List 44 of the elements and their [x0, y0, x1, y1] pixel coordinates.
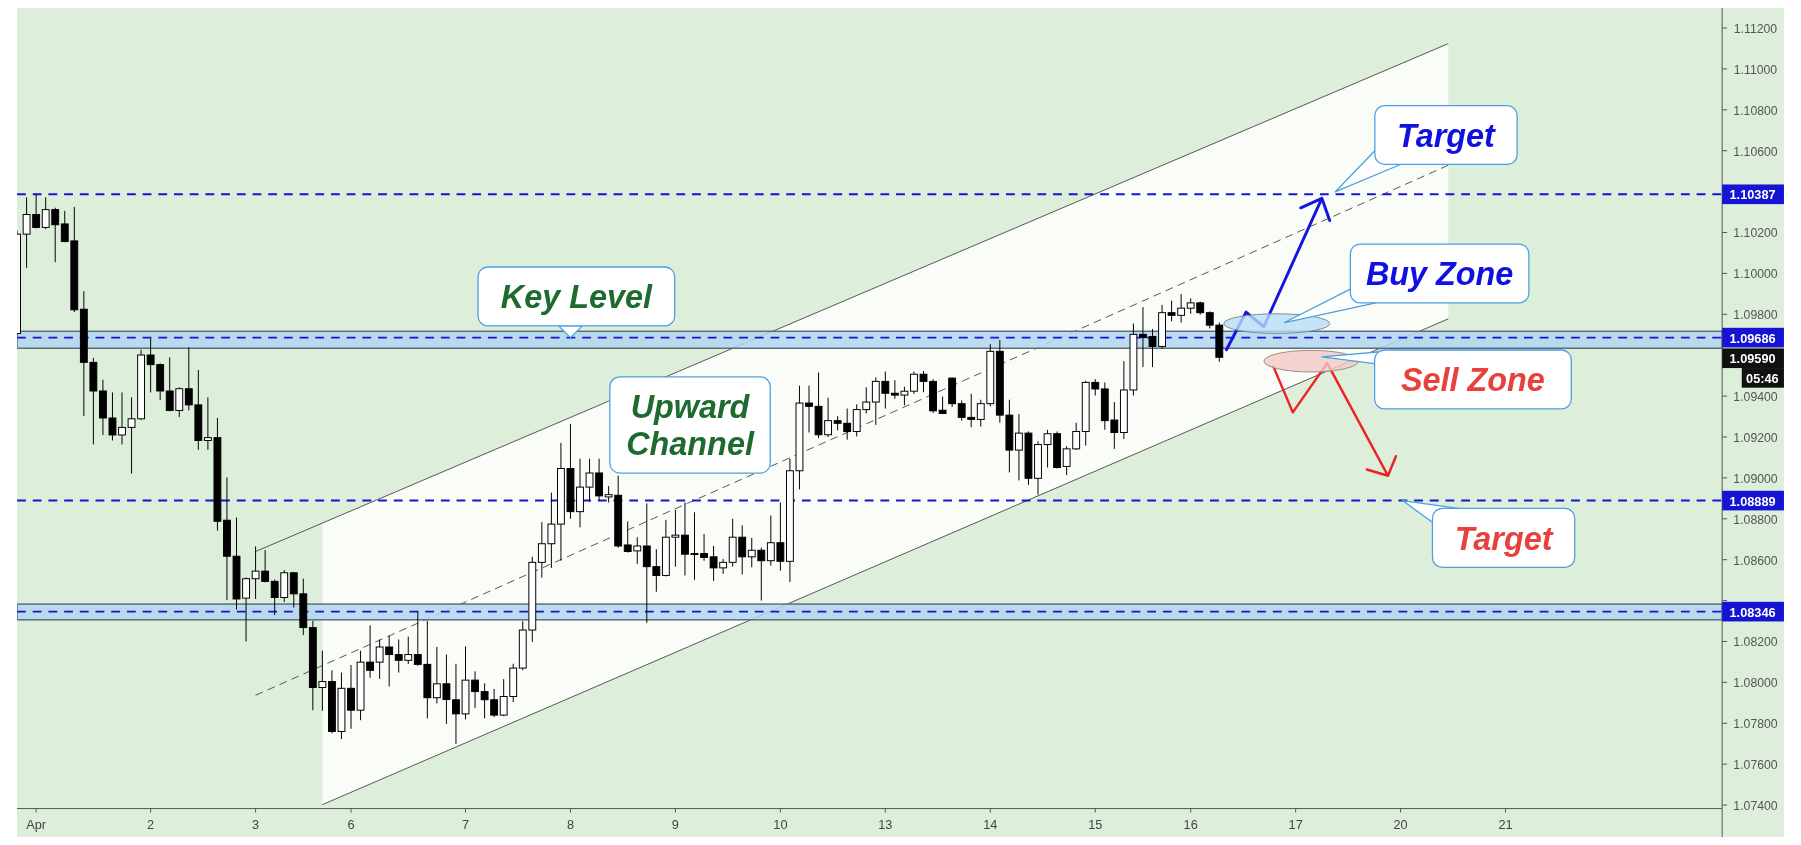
annotation: Target — [1397, 117, 1497, 154]
y-tick-label: 1.09800 — [1733, 308, 1778, 323]
x-tick-label: 6 — [347, 817, 355, 833]
x-tick-label: 17 — [1288, 817, 1303, 833]
y-tick-label: 1.10800 — [1733, 103, 1778, 118]
text: 05:46 — [1746, 370, 1779, 386]
x-tick-label: 10 — [773, 817, 788, 833]
x-tick-label: 13 — [878, 817, 893, 833]
x-tick-label: 8 — [566, 817, 575, 833]
x-tick-label: 16 — [1183, 817, 1198, 833]
annotation: Buy Zone — [1365, 256, 1514, 293]
ref-line-label: 1.08346 — [1729, 604, 1776, 620]
y-tick-label: 1.10200 — [1733, 226, 1778, 241]
y-tick-label: 1.11000 — [1733, 62, 1778, 77]
x-tick-label: 20 — [1393, 817, 1408, 833]
x-tick-label: 15 — [1088, 817, 1103, 833]
x-tick-label: 3 — [252, 817, 260, 833]
y-tick-label: 1.08200 — [1733, 635, 1778, 650]
y-tick-label: 1.09000 — [1733, 471, 1778, 486]
ref-line-label: 1.10387 — [1729, 187, 1776, 203]
y-tick-label: 1.07400 — [1733, 798, 1778, 813]
annotation: Sell Zone — [1401, 362, 1545, 399]
x-tick-label: 21 — [1498, 817, 1513, 833]
x-tick-label: 2 — [147, 817, 155, 833]
y-tick-label: 1.10000 — [1733, 267, 1778, 282]
x-tick-label: 7 — [461, 817, 470, 833]
x-tick-label: 14 — [983, 817, 998, 833]
text: 1.09590 — [1729, 351, 1776, 367]
ref-line-label: 1.08889 — [1729, 493, 1776, 509]
y-tick-label: 1.10600 — [1733, 144, 1778, 159]
annotation: Upward Channel — [626, 389, 755, 463]
x-tick-label: Apr — [26, 817, 47, 833]
y-tick-label: 1.08000 — [1733, 676, 1778, 691]
annotation: Key Level — [500, 279, 653, 316]
y-tick-label: 1.11200 — [1733, 21, 1778, 36]
y-tick-label: 1.09400 — [1733, 390, 1778, 405]
y-tick-label: 1.07600 — [1733, 758, 1778, 773]
y-tick-label: 1.09200 — [1733, 430, 1778, 445]
annotation: Target — [1454, 520, 1554, 557]
y-tick-label: 1.08800 — [1733, 512, 1778, 527]
x-tick-label: 9 — [671, 817, 679, 833]
y-tick-label: 1.07800 — [1733, 717, 1778, 732]
ref-line-label: 1.09686 — [1729, 330, 1776, 346]
y-tick-label: 1.08600 — [1733, 553, 1778, 568]
